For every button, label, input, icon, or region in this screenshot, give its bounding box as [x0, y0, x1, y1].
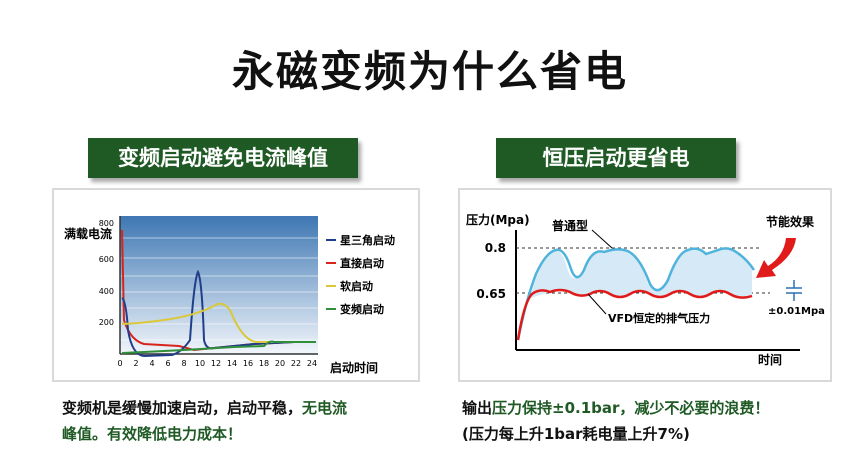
left-caption-highlight-2: 峰值。有效降低电力成本！ — [62, 425, 243, 443]
legend-soft: 软启动 — [340, 279, 373, 293]
level-low-label: 0.65 — [476, 287, 506, 301]
svg-text:14: 14 — [227, 359, 237, 368]
left-caption: 变频机是缓慢加速启动，启动平稳，无电流 峰值。有效降低电力成本！ — [62, 395, 432, 447]
curve-vfd — [516, 288, 753, 341]
normal-label: 普通型 — [552, 218, 588, 233]
svg-text:12: 12 — [211, 359, 221, 368]
svg-text:6: 6 — [165, 359, 170, 368]
svg-text:20: 20 — [275, 359, 285, 368]
current-chart: 800 600 400 200 满载电流 0 2 4 6 8 10 12 14 … — [64, 216, 395, 375]
svg-text:10: 10 — [195, 359, 205, 368]
saving-label: 节能效果 — [766, 214, 814, 229]
legend-direct: 直接启动 — [340, 256, 384, 270]
svg-text:2: 2 — [133, 359, 138, 368]
ytick-400: 400 — [99, 287, 114, 296]
right-chart-panel: 压力(Mpa) 0.8 0.65 时间 普通型 VFD恒定的排气压力 节能效果 … — [458, 188, 832, 382]
legend: 星三角启动 直接启动 软启动 变频启动 — [326, 233, 395, 316]
svg-text:22: 22 — [291, 359, 301, 368]
right-banner: 恒压启动更省电 — [496, 138, 736, 178]
y-axis-label: 压力(Mpa) — [466, 212, 530, 227]
curve-vfd — [121, 340, 316, 354]
left-caption-text: 变频机是缓慢加速启动，启动平稳， — [62, 399, 303, 417]
ytick-600: 600 — [99, 255, 114, 264]
right-caption-highlight: 压力保持±0.1bar，减少不必要的浪费！ — [492, 399, 770, 417]
svg-text:4: 4 — [149, 359, 154, 368]
x-ticks: 0 2 4 6 8 10 12 14 16 18 20 22 24 — [117, 359, 317, 368]
svg-text:8: 8 — [181, 359, 186, 368]
curve-normal — [516, 247, 756, 341]
plot-background — [120, 216, 318, 354]
ytick-200: 200 — [99, 318, 114, 327]
tolerance-label: ±0.01Mpa — [768, 306, 825, 317]
left-banner: 变频启动避免电流峰值 — [88, 138, 358, 178]
legend-star-delta: 星三角启动 — [340, 233, 395, 247]
saving-area — [530, 248, 752, 298]
right-caption-text: 输出 — [462, 399, 493, 417]
x-axis-label: 时间 — [758, 352, 782, 367]
svg-text:16: 16 — [243, 359, 253, 368]
page-title: 永磁变频为什么省电 — [231, 47, 628, 96]
tolerance-marker — [786, 280, 802, 301]
y-axis-label: 满载电流 — [64, 226, 112, 241]
left-chart-panel: 800 600 400 200 满载电流 0 2 4 6 8 10 12 14 … — [52, 188, 420, 382]
x-axis-label: 启动时间 — [330, 360, 378, 375]
saving-arrow — [756, 238, 796, 278]
svg-text:24: 24 — [307, 359, 317, 368]
svg-text:0: 0 — [117, 359, 122, 368]
curve-star-delta — [121, 269, 316, 358]
left-caption-highlight: 无电流 — [302, 399, 348, 417]
legend-vfd: 变频启动 — [340, 302, 384, 316]
vfd-label: VFD恒定的排气压力 — [608, 311, 710, 325]
ytick-800: 800 — [99, 219, 114, 228]
pressure-chart: 压力(Mpa) 0.8 0.65 时间 普通型 VFD恒定的排气压力 节能效果 … — [466, 212, 825, 367]
right-caption-note: (压力每上升1bar耗电量上升7%) — [462, 425, 690, 443]
right-caption: 输出压力保持±0.1bar，减少不必要的浪费！ (压力每上升1bar耗电量上升7… — [462, 395, 852, 447]
curve-soft — [121, 302, 316, 343]
level-high-label: 0.8 — [485, 241, 506, 255]
svg-text:18: 18 — [259, 359, 269, 368]
